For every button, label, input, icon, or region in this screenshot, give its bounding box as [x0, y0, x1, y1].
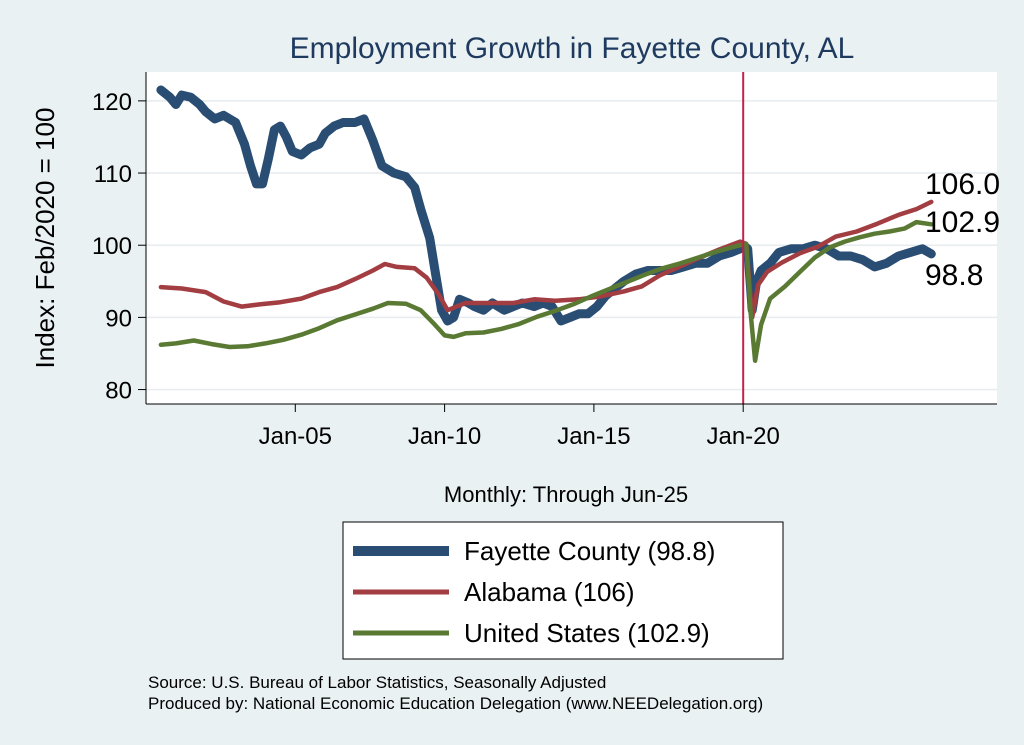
x-tick-label-jan-10: Jan-10	[408, 423, 481, 450]
end-label-alabama: 106.0	[925, 168, 1000, 201]
end-label-fayette: 98.8	[925, 259, 983, 292]
series-line-fayette-county	[156, 85, 936, 326]
y-tick-label-100: 100	[92, 233, 132, 260]
x-tick-label-jan-05: Jan-05	[259, 423, 332, 450]
x-ticks: Jan-05 Jan-10 Jan-15 Jan-20	[259, 404, 780, 450]
y-tick-label-80: 80	[105, 378, 132, 405]
source-note: Source: U.S. Bureau of Labor Statistics,…	[148, 673, 606, 692]
series-line-united-states	[158, 219, 934, 363]
legend-label-alabama: Alabama (106)	[464, 577, 635, 607]
y-tick-label-90: 90	[105, 305, 132, 332]
legend-label-fayette: Fayette County (98.8)	[464, 536, 715, 566]
legend-label-united-states: United States (102.9)	[464, 618, 710, 648]
x-axis-label: Monthly: Through Jun-25	[444, 482, 688, 507]
series-line-alabama	[158, 199, 934, 320]
y-tick-label-120: 120	[92, 89, 132, 116]
plot-area	[146, 72, 997, 404]
y-ticks: 80 90 100 110 120	[92, 89, 146, 405]
y-tick-label-110: 110	[94, 161, 132, 188]
legend: Fayette County (98.8) Alabama (106) Unit…	[342, 521, 784, 660]
end-label-united-states: 102.9	[925, 206, 1000, 239]
x-tick-label-jan-20: Jan-20	[706, 423, 779, 450]
series-layer	[156, 85, 936, 363]
y-axis-label: Index: Feb/2020 = 100	[30, 108, 60, 369]
x-tick-label-jan-15: Jan-15	[557, 423, 630, 450]
chart-title: Employment Growth in Fayette County, AL	[290, 32, 855, 65]
producer-note: Produced by: National Economic Education…	[148, 694, 763, 713]
